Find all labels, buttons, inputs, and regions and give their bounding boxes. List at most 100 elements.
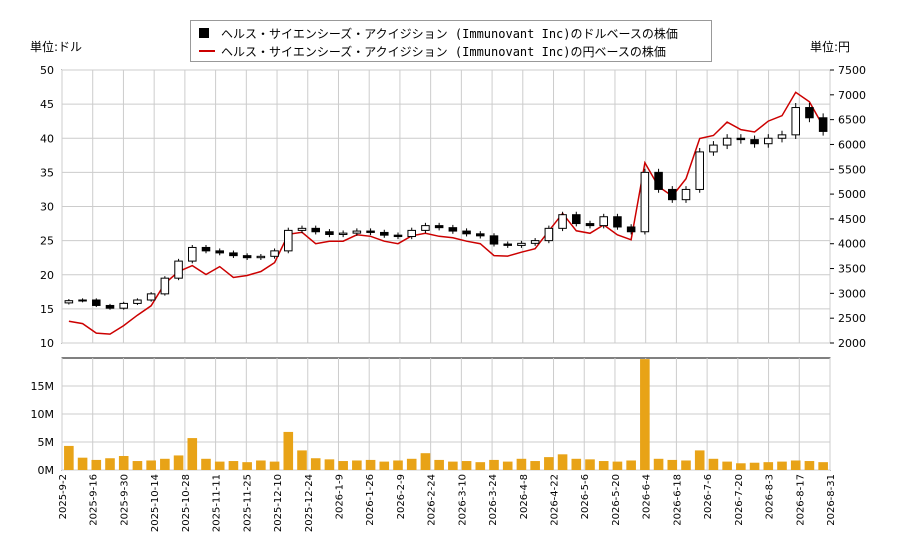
volume-bar [173, 455, 184, 470]
x-tick-label: 2026-3-24 [488, 474, 499, 526]
x-tick-label: 2025-9-16 [89, 474, 100, 526]
volume-bar [640, 359, 650, 470]
usd-candle-body [421, 225, 430, 231]
usd-candle-body [160, 277, 170, 295]
volume-bar [338, 461, 348, 470]
usd-candle-body [585, 223, 595, 227]
volume-tick-label: 15M [31, 380, 55, 393]
volume-bar [269, 461, 280, 470]
usd-candle-body [434, 225, 444, 229]
x-tick-label: 2025-9-30 [119, 474, 130, 526]
volume-bar [598, 461, 609, 470]
x-tick-label: 2026-4-22 [550, 474, 561, 526]
x-tick-label: 2026-6-18 [672, 474, 683, 526]
usd-candle-body [626, 226, 636, 233]
usd-candle-body [256, 255, 266, 259]
usd-candle-body [325, 231, 334, 235]
right-tick-label: 5500 [838, 163, 866, 176]
volume-bar [489, 459, 499, 470]
volume-bar [393, 460, 403, 470]
x-tick-label: 2026-7-6 [703, 474, 714, 519]
x-tick-label: 2026-6-4 [642, 474, 653, 519]
volume-bar [324, 459, 335, 470]
x-tick-label: 2025-10-14 [150, 474, 161, 532]
usd-candle-body [805, 107, 814, 119]
volume-bar [612, 461, 623, 470]
usd-candle-body [599, 216, 608, 227]
left-tick-label: 15 [40, 303, 54, 316]
volume-bar [214, 461, 225, 470]
usd-candle-body [777, 134, 787, 139]
volume-bar [530, 461, 540, 470]
x-tick-label: 2025-12-24 [304, 474, 315, 532]
x-tick-label: 2025-11-11 [212, 474, 223, 532]
usd-candle-body [764, 137, 773, 145]
left-tick-label: 45 [40, 98, 54, 111]
usd-candle-body [119, 302, 128, 309]
usd-candle-body [105, 304, 115, 309]
usd-candle-body [544, 227, 554, 242]
volume-bar [667, 459, 678, 470]
x-tick-label: 2026-1-9 [334, 474, 345, 519]
usd-candle-body [517, 242, 526, 246]
x-tick-label: 2026-8-3 [765, 474, 776, 519]
volume-bar [544, 457, 554, 470]
volume-bar [91, 459, 102, 470]
usd-candle-body [613, 216, 622, 228]
volume-tick-label: 0M [38, 464, 55, 477]
usd-candle-body [215, 250, 224, 254]
usd-candle-body [818, 117, 828, 132]
right-tick-label: 6000 [838, 138, 866, 151]
usd-candle-body [448, 227, 458, 232]
volume-bar [736, 463, 746, 470]
volume-bar [516, 458, 527, 470]
right-tick-label: 7000 [838, 89, 866, 102]
left-tick-label: 30 [40, 201, 54, 214]
volume-bar [722, 461, 732, 470]
x-tick-label: 2026-3-10 [457, 474, 468, 526]
volume-bar [201, 458, 211, 470]
x-tick-label: 2026-4-8 [519, 474, 530, 519]
volume-bar [653, 458, 664, 470]
x-tick-label: 2026-2-9 [396, 474, 407, 519]
x-tick-label: 2025-12-10 [273, 474, 284, 532]
left-tick-label: 25 [40, 235, 54, 248]
usd-candle-body [133, 299, 142, 304]
volume-bar [681, 460, 691, 470]
volume-bar [365, 459, 376, 470]
x-tick-label: 2026-1-26 [365, 474, 376, 526]
x-tick-label: 2026-7-20 [734, 474, 745, 526]
usd-candle-body [297, 227, 307, 231]
usd-candle-body [722, 137, 732, 146]
usd-candle-body [791, 107, 800, 136]
usd-candle-body [188, 246, 197, 262]
volume-bar [310, 458, 321, 470]
usd-candle-body [736, 137, 746, 141]
usd-candle-body [64, 300, 74, 304]
volume-bar [160, 458, 170, 470]
volume-bar [420, 453, 431, 470]
right-tick-label: 4500 [838, 213, 866, 226]
usd-candle-body [476, 233, 485, 237]
volume-bar [379, 461, 390, 470]
x-tick-label: 2026-8-31 [826, 474, 837, 526]
left-tick-label: 35 [40, 166, 54, 179]
volume-bar [283, 431, 294, 470]
right-tick-label: 2000 [838, 337, 866, 350]
legend: ヘルス・サイエンシーズ・アクイジション (Immunovant Inc)のドルベ… [190, 20, 712, 62]
legend-swatch-jpy [199, 50, 215, 52]
usd-candle-body [640, 171, 650, 233]
usd-candle-body [530, 240, 540, 244]
volume-bar [585, 459, 595, 470]
volume-bar [694, 450, 705, 470]
left-tick-label: 50 [40, 64, 54, 77]
x-tick-label: 2026-2-24 [427, 474, 438, 526]
usd-candle-body [681, 188, 691, 201]
usd-candle-body [284, 229, 293, 252]
usd-candle-body [366, 230, 375, 233]
right-tick-label: 4000 [838, 238, 866, 251]
usd-candle-body [78, 299, 87, 302]
jpy-price-line [68, 91, 824, 335]
usd-candle-body [654, 171, 663, 190]
